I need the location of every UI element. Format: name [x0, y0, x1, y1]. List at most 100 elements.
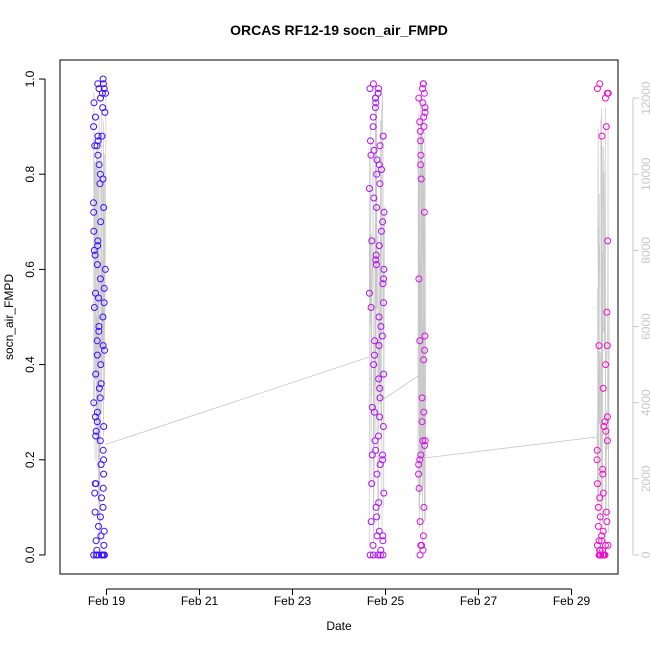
data-point [598, 537, 606, 545]
data-point [419, 532, 427, 540]
data-point [100, 470, 108, 478]
right-axis: 0 2000 4000 6000 8000 10000 12000 [632, 81, 650, 558]
altitude-trace [368, 94, 385, 545]
data-point [596, 513, 604, 521]
data-point [97, 218, 105, 226]
data-point [93, 546, 101, 554]
data-point [100, 551, 108, 559]
data-point [375, 85, 383, 93]
y-tick-label: 0.2 [23, 451, 37, 468]
data-point [597, 551, 604, 559]
data-point [371, 437, 379, 445]
data-point [91, 489, 99, 497]
data-point [416, 118, 424, 126]
data-point [421, 108, 429, 116]
data-point [372, 503, 380, 511]
data-point [415, 470, 423, 478]
plot-frame [59, 59, 619, 575]
data-point [92, 427, 100, 435]
data-point [368, 480, 376, 488]
data-point [593, 446, 601, 454]
right-tick-label: 8000 [639, 237, 650, 264]
data-point [97, 461, 105, 468]
data-point [100, 423, 108, 430]
data-point [379, 280, 387, 288]
data-point [92, 537, 100, 545]
data-point [379, 132, 387, 140]
right-tick-label: 2000 [639, 465, 650, 492]
data-point [90, 99, 98, 107]
data-point [93, 337, 101, 345]
data-point [378, 166, 385, 173]
data-point [91, 413, 99, 421]
data-point [599, 489, 607, 497]
data-point [376, 461, 384, 468]
data-point [602, 508, 610, 516]
data-point [97, 275, 104, 283]
data-point [420, 408, 428, 416]
x-tick-label: Feb 25 [367, 594, 405, 608]
altitude-trace [93, 91, 107, 545]
data-point [373, 470, 381, 478]
data-point [100, 85, 108, 93]
data-point [593, 456, 601, 464]
data-point [90, 304, 98, 311]
data-point [367, 518, 375, 526]
data-point [380, 370, 388, 378]
data-point [90, 208, 98, 216]
data-point [416, 551, 424, 559]
data-point [603, 518, 611, 526]
y-tick-label: 0.0 [23, 546, 37, 563]
data-point [95, 323, 103, 330]
data-point [90, 199, 97, 207]
data-point [90, 551, 98, 559]
data-point [379, 423, 387, 430]
data-point [599, 470, 607, 478]
data-point [91, 142, 99, 150]
data-point [98, 494, 105, 502]
data-points-layer [90, 75, 612, 559]
data-point [99, 503, 107, 511]
data-point [92, 480, 100, 488]
data-point [417, 151, 425, 159]
data-point [95, 85, 103, 93]
altitude-connector [425, 436, 598, 459]
data-point [94, 237, 102, 245]
data-point [367, 137, 374, 145]
data-point [92, 432, 100, 440]
data-point [421, 442, 429, 449]
data-point [371, 104, 379, 112]
data-point [602, 427, 610, 435]
data-point [100, 204, 108, 211]
data-point [95, 327, 103, 335]
y-axis: 0.0 0.2 0.4 0.6 0.8 1.0 [23, 70, 46, 563]
data-point [599, 384, 607, 392]
data-point [369, 113, 377, 121]
data-point [379, 218, 387, 226]
data-point [99, 313, 107, 321]
data-point [373, 170, 381, 178]
right-tick-label: 12000 [639, 81, 650, 115]
data-point [376, 180, 384, 188]
x-tick-label: Feb 21 [181, 594, 219, 608]
data-point [99, 484, 107, 492]
data-point [373, 513, 381, 521]
right-tick-label: 0 [639, 551, 650, 558]
data-point [92, 289, 99, 297]
data-point [372, 446, 380, 454]
data-point [417, 175, 425, 183]
data-point [600, 423, 608, 430]
data-point [93, 418, 101, 426]
x-axis-label: Date [326, 619, 352, 633]
data-point [366, 85, 374, 93]
data-point [420, 80, 427, 88]
data-point [602, 361, 610, 369]
data-point [595, 537, 603, 545]
data-point [419, 85, 426, 93]
data-point [102, 89, 109, 97]
data-point [377, 323, 385, 330]
data-point [98, 132, 106, 140]
data-point [417, 137, 425, 145]
data-point [603, 437, 611, 445]
data-point [91, 508, 99, 516]
